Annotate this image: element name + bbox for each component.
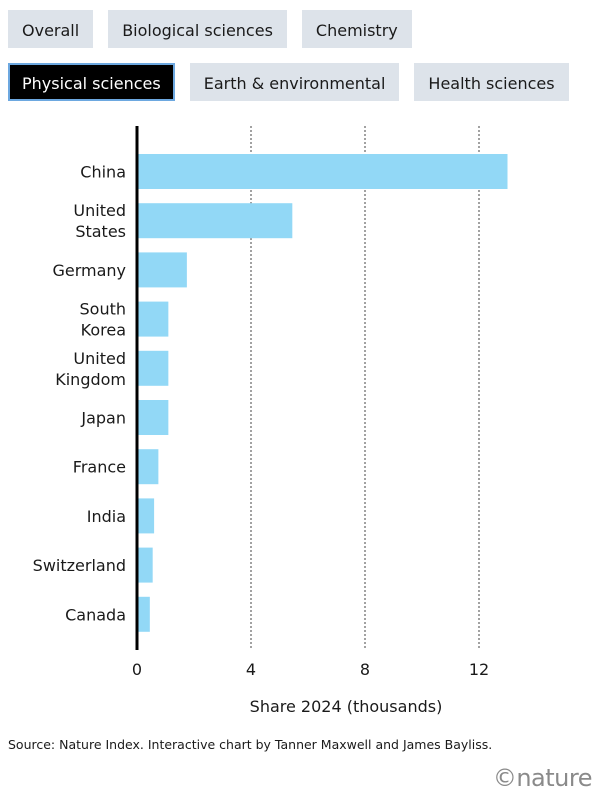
category-label: United xyxy=(73,201,126,220)
tab-row-top: Overall Biological sciences Chemistry xyxy=(8,10,412,48)
x-tick-label: 12 xyxy=(469,660,489,679)
category-label: South xyxy=(80,300,127,319)
bar xyxy=(137,252,187,288)
category-label: China xyxy=(80,163,126,182)
bar-chart: China United States Germany South Korea United… xyxy=(33,126,508,716)
x-tick-label: 8 xyxy=(360,660,370,679)
bar xyxy=(137,547,153,583)
tab-biological-sciences[interactable]: Biological sciences xyxy=(108,10,287,48)
category-label: Kingdom xyxy=(55,370,126,389)
nature-logo: ©nature xyxy=(492,764,593,792)
bar xyxy=(137,301,169,337)
category-label: Switzerland xyxy=(33,556,126,575)
category-label: India xyxy=(87,507,126,526)
bar xyxy=(137,449,159,485)
tab-earth-environmental[interactable]: Earth & environmental xyxy=(189,63,400,101)
tab-physical-sciences[interactable]: Physical sciences xyxy=(8,63,175,101)
tab-health-sciences[interactable]: Health sciences xyxy=(414,63,569,101)
x-tick-label: 4 xyxy=(246,660,256,679)
tab-chemistry[interactable]: Chemistry xyxy=(301,10,412,48)
tab-row-bottom: Physical sciences Earth & environmental … xyxy=(8,63,569,101)
category-label: Japan xyxy=(80,409,126,428)
category-label: Korea xyxy=(81,321,126,340)
x-axis-label: Share 2024 (thousands) xyxy=(250,697,443,716)
bar xyxy=(137,350,169,386)
tab-overall[interactable]: Overall xyxy=(8,10,94,48)
bar xyxy=(137,154,508,189)
category-label: France xyxy=(73,458,126,477)
bar xyxy=(137,498,155,534)
category-label: States xyxy=(75,222,126,241)
source-note: Source: Nature Index. Interactive chart … xyxy=(8,737,493,752)
category-label: Canada xyxy=(65,605,126,624)
category-label: Germany xyxy=(52,261,126,280)
bar xyxy=(137,400,169,435)
bar xyxy=(137,596,150,632)
x-tick-label: 0 xyxy=(132,660,142,679)
bar xyxy=(137,203,293,239)
category-label: United xyxy=(73,349,126,368)
